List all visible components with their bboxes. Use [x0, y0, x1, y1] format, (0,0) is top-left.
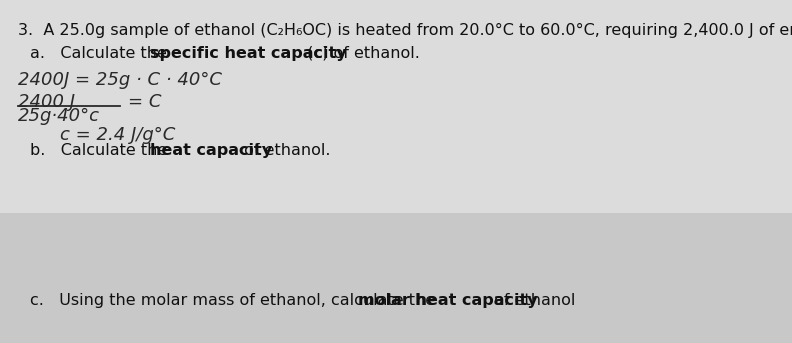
Text: heat capacity: heat capacity [150, 143, 272, 158]
Text: molar heat capacity: molar heat capacity [358, 293, 537, 308]
Text: 25g·40°c: 25g·40°c [18, 107, 100, 125]
Text: c.   Using the molar mass of ethanol, calculate the: c. Using the molar mass of ethanol, calc… [30, 293, 440, 308]
Text: = C: = C [128, 93, 162, 111]
Text: (c) of ethanol.: (c) of ethanol. [302, 46, 420, 61]
Bar [0, 0, 792, 213]
Text: a.   Calculate the: a. Calculate the [30, 46, 172, 61]
Text: 2400J = 25g · C · 40°C: 2400J = 25g · C · 40°C [18, 71, 222, 89]
Text: c = 2.4 J/g°C: c = 2.4 J/g°C [60, 126, 175, 144]
Text: specific heat capacity: specific heat capacity [150, 46, 346, 61]
Text: of ethanol.: of ethanol. [239, 143, 331, 158]
Text: 2400 J: 2400 J [18, 93, 75, 111]
Text: of ethanol: of ethanol [489, 293, 575, 308]
Text: b.   Calculate the: b. Calculate the [30, 143, 173, 158]
Bar [0, 213, 792, 343]
Text: 3.  A 25.0g sample of ethanol (C₂H₆OC) is heated from 20.0°C to 60.0°C, requirin: 3. A 25.0g sample of ethanol (C₂H₆OC) is… [18, 23, 792, 38]
